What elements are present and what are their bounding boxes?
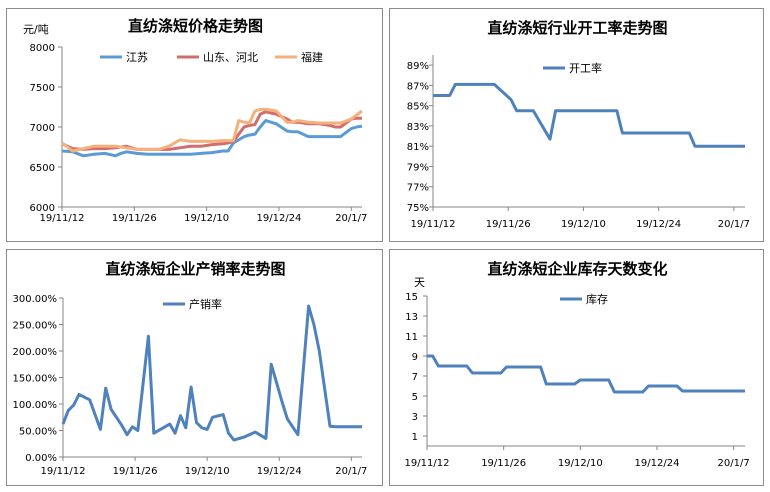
chart-title: 直纺涤短价格走势图: [128, 17, 263, 35]
y-tick-label: 250.00%: [13, 321, 58, 332]
y-tick-label: 7500: [30, 83, 55, 94]
y-tick-label: 3: [412, 412, 418, 423]
x-tick-label: 19/12/10: [184, 213, 229, 224]
y-tick-label: 13: [405, 312, 418, 323]
y-tick-label: 87%: [407, 81, 429, 92]
y-axis-unit: 天: [414, 276, 425, 289]
y-tick-label: 5: [412, 392, 418, 403]
sales-ratio-chart-panel: 直纺涤短企业产销率走势图 300.00% 250.00% 200.00% 150.00%…: [6, 249, 383, 486]
price-chart-panel: 直纺涤短价格走势图 元/吨 8000 7500 7000 6500 6000 19/11/12…: [6, 8, 383, 242]
x-tick-label: 20/1/7: [335, 213, 367, 224]
operating-rate-chart: 直纺涤短行业开工率走势图 89% 87% 85% 83% 81% 79% 77% 75% 19/1…: [407, 19, 750, 230]
x-tick-label: 20/1/7: [718, 219, 750, 230]
x-tick-label: 19/12/10: [185, 466, 230, 477]
x-tick-label: 20/1/7: [335, 466, 367, 477]
y-tick-label: 150.00%: [13, 374, 58, 385]
y-tick-label: 77%: [407, 183, 429, 194]
legend-label: 江苏: [126, 51, 148, 64]
y-tick-label: 6000: [30, 203, 55, 214]
y-tick-label: 6500: [30, 163, 55, 174]
series-line-0: [433, 82, 745, 148]
x-tick-label: 19/12/24: [635, 458, 680, 469]
y-tick-label: 7: [412, 372, 418, 383]
legend-label: 福建: [301, 50, 323, 64]
x-tick-label: 19/11/12: [41, 466, 86, 477]
x-tick-label: 19/11/26: [112, 213, 157, 224]
legend-label: 山东、河北: [203, 51, 258, 64]
chart-title: 直纺涤短企业库存天数变化: [487, 260, 667, 278]
sales-ratio-chart: 直纺涤短企业产销率走势图 300.00% 250.00% 200.00% 150.00%…: [13, 260, 368, 477]
legend-label: 库存: [586, 292, 608, 306]
y-tick-label: 200.00%: [13, 347, 58, 358]
y-tick-label: 15: [405, 292, 418, 303]
series-line-0: [427, 354, 745, 394]
x-tick-label: 19/12/10: [561, 219, 606, 230]
y-tick-label: 89%: [407, 61, 429, 72]
series-line-0: [61, 119, 363, 158]
y-tick-label: 300.00%: [13, 294, 58, 305]
x-tick-label: 19/11/26: [113, 466, 158, 477]
y-tick-label: 50.00%: [19, 427, 57, 438]
x-tick-label: 19/12/10: [558, 458, 603, 469]
y-tick-label: 79%: [407, 162, 429, 173]
x-tick-label: 19/12/24: [257, 466, 302, 477]
y-tick-label: 83%: [407, 122, 429, 133]
y-tick-label: 75%: [407, 203, 429, 214]
x-tick-label: 19/11/26: [481, 458, 526, 469]
y-tick-label: 85%: [407, 102, 429, 113]
series-line-0: [61, 304, 362, 442]
series-line-2: [61, 107, 363, 153]
chart-title: 直纺涤短行业开工率走势图: [487, 19, 667, 37]
x-tick-label: 19/11/12: [411, 219, 456, 230]
operating-rate-chart-panel: 直纺涤短行业开工率走势图 89% 87% 85% 83% 81% 79% 77% 75% 19/1…: [389, 8, 764, 242]
x-tick-label: 19/11/26: [486, 219, 531, 230]
x-tick-label: 19/11/12: [405, 458, 450, 469]
x-tick-label: 19/11/12: [40, 213, 85, 224]
y-tick-label: 81%: [407, 142, 429, 153]
x-tick-label: 19/12/24: [257, 213, 302, 224]
y-tick-label: 7000: [30, 123, 55, 134]
x-tick-label: 19/12/24: [636, 219, 681, 230]
y-axis-unit: 元/吨: [23, 23, 49, 36]
legend-label: 开工率: [569, 61, 602, 75]
series-line-1: [61, 110, 362, 151]
x-tick-label: 20/1/7: [718, 458, 750, 469]
y-tick-label: 1: [412, 432, 418, 443]
legend-label: 产销率: [189, 297, 222, 311]
y-tick-label: 0.00%: [25, 453, 57, 464]
y-tick-label: 8000: [30, 43, 55, 54]
y-tick-label: 9: [412, 352, 418, 363]
inventory-days-chart-panel: 直纺涤短企业库存天数变化天 15 13 11 9 7 5 3 1 19/11/12 19/11/26…: [389, 249, 764, 486]
y-tick-label: 11: [405, 332, 418, 343]
price-chart: 直纺涤短价格走势图 元/吨 8000 7500 7000 6500 600019/11/12…: [23, 17, 367, 224]
chart-title: 直纺涤短企业产销率走势图: [105, 260, 285, 278]
y-tick-label: 100.00%: [13, 400, 58, 411]
